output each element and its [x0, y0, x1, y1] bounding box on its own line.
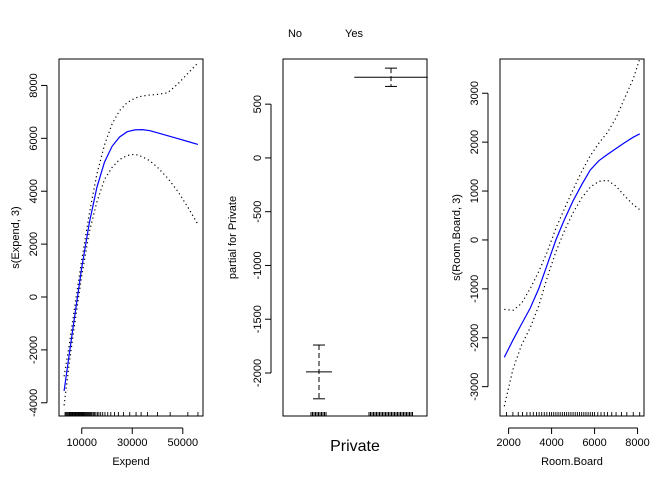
y-axis-title: s(Expend, 3)	[10, 206, 22, 268]
lower-band-line	[503, 179, 641, 407]
plot-frame	[499, 58, 645, 417]
panel-private: -2000 -1500 -1000 -500 0 500 No Yes Private p…	[227, 28, 428, 455]
y-axis: -3000 -2000 -1000 0 1000 2000 3000	[469, 81, 489, 401]
x-tick-label: 2000	[496, 437, 520, 449]
y-tick-label: 2000	[28, 232, 40, 256]
smooth-curves	[503, 58, 641, 407]
x-tick-label: 6000	[582, 437, 606, 449]
y-tick-label: 6000	[28, 126, 40, 150]
y-tick-label: 2000	[469, 130, 481, 154]
upper-band-line	[504, 58, 641, 312]
x-tick-label: 4000	[539, 437, 563, 449]
smooth-curves	[63, 62, 199, 406]
fit-line	[503, 133, 640, 358]
y-tick-label: -2000	[469, 324, 481, 352]
y-tick-label: 500	[252, 95, 264, 113]
fit-line	[63, 128, 199, 391]
category-label-yes: Yes	[345, 28, 363, 40]
y-tick-label: -2000	[252, 359, 264, 387]
lower-band-line	[63, 153, 199, 406]
x-tick-label: 50000	[167, 437, 198, 449]
y-axis-title: partial for Private	[227, 196, 239, 279]
rug-marks	[505, 412, 641, 416]
plot-frame	[282, 58, 428, 417]
category-label-no: No	[288, 28, 302, 40]
x-axis-title: Private	[330, 438, 380, 455]
y-tick-label: 0	[28, 294, 40, 300]
plot-frame	[58, 58, 204, 417]
y-tick-label: -1500	[252, 305, 264, 333]
x-axis: 2000 4000 6000 8000	[496, 427, 650, 449]
upper-band-line	[63, 62, 199, 377]
y-axis-title: s(Room.Board, 3)	[451, 194, 463, 281]
panel-expend: 10000 30000 50000 -4000 -2000 0 2000 4000 6000 8…	[10, 58, 204, 468]
panel-room-board: 2000 4000 6000 8000 -3000 -2000 -1000 0 1000 200…	[451, 58, 650, 468]
rug-marks	[310, 412, 413, 416]
y-tick-label: 3000	[469, 81, 481, 105]
y-tick-label: -1000	[469, 275, 481, 303]
y-tick-label: -3000	[469, 373, 481, 401]
y-tick-label: 8000	[28, 73, 40, 97]
y-tick-label: -2000	[28, 336, 40, 364]
y-tick-label: 1000	[469, 179, 481, 203]
y-tick-label: 0	[252, 155, 264, 161]
y-axis: -4000 -2000 0 2000 4000 6000 8000	[28, 73, 48, 417]
y-axis: -2000 -1500 -1000 -500 0 500	[252, 95, 272, 387]
y-tick-label: -4000	[28, 389, 40, 417]
x-axis-title: Expend	[112, 456, 149, 468]
error-bars	[305, 67, 428, 400]
x-axis: 10000 30000 50000	[66, 427, 198, 449]
y-tick-label: 4000	[28, 179, 40, 203]
y-tick-label: 0	[469, 237, 481, 243]
x-axis-title: Room.Board	[541, 456, 603, 468]
x-tick-label: 30000	[117, 437, 148, 449]
x-tick-label: 8000	[625, 437, 649, 449]
y-tick-label: -500	[252, 201, 264, 223]
rug-marks	[64, 412, 199, 416]
x-tick-label: 10000	[66, 437, 97, 449]
y-tick-label: -1000	[252, 251, 264, 279]
